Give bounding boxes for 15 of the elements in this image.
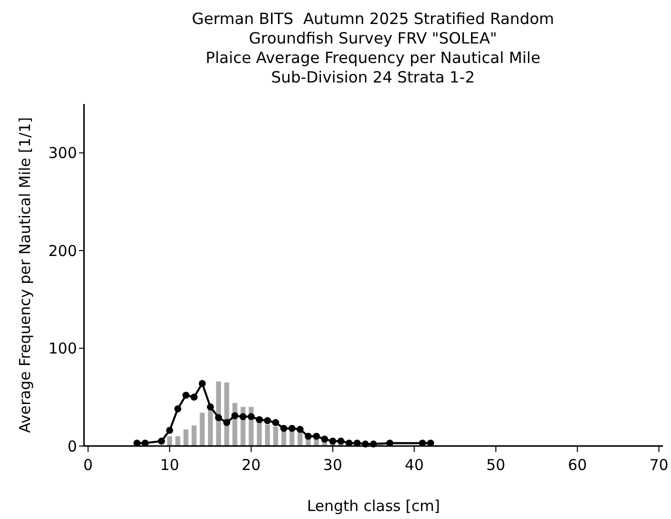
y-tick-label: 300 bbox=[48, 144, 77, 162]
y-axis-title: Average Frequency per Nautical Mile [1/1] bbox=[16, 117, 34, 433]
x-tick-label: 30 bbox=[323, 456, 342, 474]
x-tick-label: 0 bbox=[83, 456, 93, 474]
x-tick-label: 60 bbox=[568, 456, 587, 474]
y-tick-label: 200 bbox=[48, 242, 77, 260]
x-tick-label: 70 bbox=[649, 456, 668, 474]
x-axis-title: Length class [cm] bbox=[306, 497, 440, 515]
y-tick-label: 0 bbox=[67, 437, 77, 456]
chart-title: German BITS Autumn 2025 Stratified Random Groundfish Survey FRV "SOLEA" Plaice Average Frequency per Nautical Mile Sub-Division 24 Strata 1-2 bbox=[192, 10, 554, 86]
x-tick-label: 20 bbox=[242, 456, 261, 474]
y-tick-label: 100 bbox=[48, 340, 77, 358]
x-tick-label: 50 bbox=[486, 456, 506, 474]
x-tick-label: 10 bbox=[160, 456, 180, 474]
x-tick-label: 40 bbox=[404, 456, 424, 474]
